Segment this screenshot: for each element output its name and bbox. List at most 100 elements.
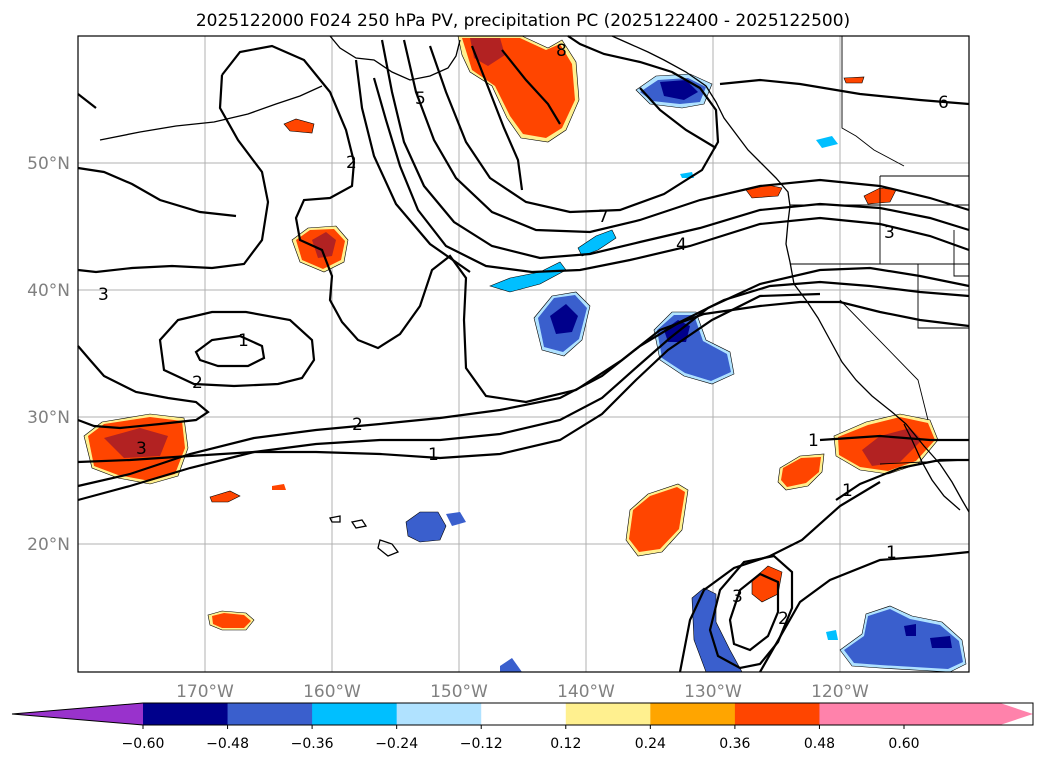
contour-pv-7-inner [639, 87, 717, 149]
precip-area-midpacific-north-max [312, 232, 336, 258]
precip-area-south-west-core [212, 613, 251, 628]
contour-label: 1 [428, 445, 439, 465]
lat-labels: 50°N 40°N 30°N 20°N [27, 154, 70, 555]
contour-pv-5 [402, 39, 970, 234]
colorbar-tick-label: 0.36 [719, 736, 750, 752]
contour-pv-3-west [77, 166, 237, 218]
contour-pv-2-main [77, 266, 970, 502]
colorbar-tick-label: −0.12 [460, 736, 503, 752]
contour-pv-1-east [819, 434, 969, 442]
colorbar-tick-label: −0.24 [375, 736, 418, 752]
colorbar-segment [143, 703, 229, 725]
lat-label: 20°N [27, 535, 70, 555]
lat-label: 30°N [27, 408, 70, 428]
colorbar-segments [12, 703, 1033, 725]
island-maui [350, 519, 368, 529]
precip-area-small-west-2 [272, 484, 286, 490]
precip-neg-area-hawaii [405, 511, 447, 543]
colorbar-tick-label: 0.24 [635, 736, 666, 752]
precip-neg-area-streak-1 [489, 261, 567, 293]
coast-na-west [611, 35, 970, 513]
contour-label: 4 [676, 235, 687, 255]
lon-label: 150°W [430, 682, 488, 702]
contour-pv-8 [470, 45, 524, 191]
contour-label: 5 [415, 89, 426, 109]
colorbar-tick-label: −0.60 [122, 736, 165, 752]
precip-neg-area-canada [816, 136, 838, 148]
colorbar-tick-label: 0.48 [804, 736, 835, 752]
contour-label: 1 [886, 543, 897, 563]
contour-pv-1-east-2 [835, 458, 969, 501]
lon-label: 120°W [811, 682, 869, 702]
contour-pv-8-inner [501, 49, 561, 125]
contour-label: 6 [938, 93, 949, 113]
lon-label: 170°W [176, 682, 234, 702]
precip-neg-area-small-2 [826, 630, 838, 640]
contour-pv-2-west [77, 345, 210, 430]
coast-alaska-south [329, 35, 461, 81]
colorbar-extension-low [12, 703, 143, 725]
precip-neg-area-alaska-panhandle-max [660, 80, 698, 100]
colorbar-tick-label: 0.60 [888, 736, 919, 752]
contour-pv-6 [719, 78, 970, 106]
contour-pv-1-main [77, 292, 821, 464]
precip-area-canada [843, 76, 865, 84]
colorbar: −0.60 −0.48 −0.36 −0.24 −0.12 0.12 0.24 0.36 0.4… [11, 702, 1034, 752]
island-hawaii-big [377, 539, 400, 557]
border-state-3 [917, 264, 969, 329]
colorbar-segment [565, 703, 651, 725]
border-province-1 [841, 36, 905, 167]
contour-pv-1-south-2 [759, 550, 970, 673]
map-panel: 8 5 6 7 4 3 2 3 1 2 3 2 1 1 1 1 3 2 [77, 35, 970, 673]
graticule [78, 36, 969, 672]
colorbar-segment [481, 703, 567, 725]
colorbar-outline [11, 702, 1034, 726]
contour-pv-2-loop [158, 310, 316, 388]
contour-label: 3 [136, 439, 147, 459]
lon-labels: 170°W 160°W 150°W 140°W 130°W 120°W [176, 682, 869, 702]
colorbar-ticks: −0.60 −0.48 −0.36 −0.24 −0.12 0.12 0.24 0.36 0.4… [122, 725, 920, 752]
coastlines [99, 35, 970, 557]
colorbar-segment [312, 703, 398, 725]
contour-labels: 8 5 6 7 4 3 2 3 1 2 3 2 1 1 1 1 3 2 [98, 41, 949, 629]
lon-label: 160°W [303, 682, 361, 702]
contour-pv-edge-1 [77, 93, 97, 109]
contour-label: 2 [192, 373, 203, 393]
precip-area-gulf-max [470, 38, 505, 66]
precip-neg-area-southeast-core [844, 609, 963, 669]
colorbar-segment [396, 703, 482, 725]
lon-label: 130°W [684, 682, 742, 702]
precip-area-baja-west-core [781, 457, 821, 487]
colorbar-extension-high [819, 703, 1033, 725]
precip-area-small-west-1 [209, 490, 241, 503]
precip-neg-area-streak-2 [577, 229, 617, 257]
contour-label: 2 [346, 153, 357, 173]
contour-pv-4 [380, 39, 970, 260]
contour-pv-2-low [708, 554, 794, 670]
precip-area-west-subtropics-max [104, 428, 168, 458]
contour-pv-7-trough [428, 35, 720, 214]
contour-label: 3 [884, 223, 895, 243]
contour-label: 2 [778, 609, 789, 629]
figure-title: 2025122000 F024 250 hPa PV, precipitatio… [196, 11, 850, 31]
contour-pv-3-north [77, 74, 270, 274]
colorbar-tick-label: −0.48 [206, 736, 249, 752]
colorbar-tick-label: 0.12 [550, 736, 581, 752]
contour-pv-3-main [77, 280, 970, 488]
border-california-nevada [839, 299, 929, 421]
precip-area-east-subtropics-core [629, 487, 685, 552]
contour-pv-2-jet [354, 59, 471, 273]
precip-neg-area-central-max [550, 304, 578, 334]
precip-neg-area-south [691, 587, 743, 673]
coast-aleutians [99, 85, 323, 141]
contour-pv-1-south [678, 481, 881, 673]
contour-pv-2-north [221, 44, 970, 404]
colorbar-segment [227, 703, 313, 725]
contour-pv-1-loop [194, 334, 266, 368]
contour-label: 7 [598, 207, 609, 227]
contour-label: 3 [98, 285, 109, 305]
contour-label: 1 [238, 331, 249, 351]
contour-label: 1 [842, 481, 853, 501]
colorbar-tick-label: −0.36 [291, 736, 334, 752]
